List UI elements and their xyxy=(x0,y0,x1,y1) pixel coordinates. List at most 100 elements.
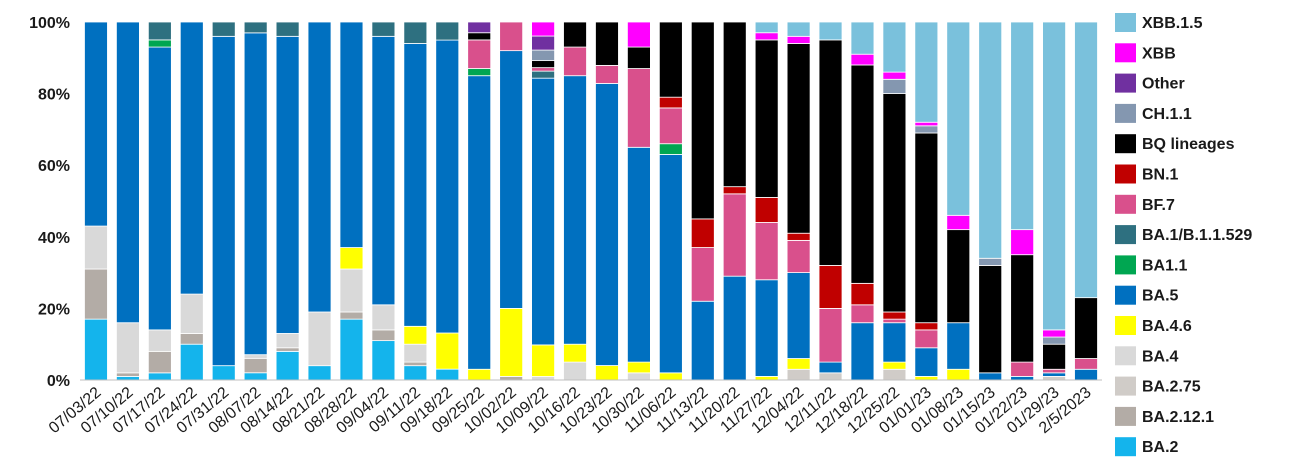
bar-segment xyxy=(179,343,204,381)
bar-segment xyxy=(179,21,204,295)
bar-segment xyxy=(882,78,907,94)
bar-segment xyxy=(531,77,555,346)
legend-label: BA.1/B.1.1.529 xyxy=(1142,227,1252,244)
bar-segment xyxy=(403,343,428,363)
bar-segment xyxy=(786,35,811,44)
bar-segment xyxy=(627,68,651,148)
bar-segment xyxy=(179,293,204,334)
bar-segment xyxy=(84,21,108,227)
bar-segment xyxy=(627,361,651,374)
bar-segment xyxy=(307,21,332,313)
bar-segment xyxy=(435,368,460,381)
bar-segment xyxy=(371,21,396,37)
legend-label: XBB.1.5 xyxy=(1142,15,1203,32)
bar-segment xyxy=(403,365,428,381)
bar-segment xyxy=(563,361,587,381)
bar-segment xyxy=(1010,361,1035,377)
legend-swatch xyxy=(1115,43,1136,63)
bar-segment xyxy=(754,32,779,41)
bar-segment xyxy=(467,75,492,370)
bar-segment xyxy=(499,21,524,52)
bar-segment xyxy=(243,354,268,359)
bar-segment xyxy=(1074,368,1098,381)
bar-segment xyxy=(116,322,140,374)
bar-segment xyxy=(531,70,555,79)
bar-segment xyxy=(563,343,587,363)
bar-segment xyxy=(786,232,811,241)
bar-segment xyxy=(722,186,747,195)
legend-label: BA.4.6 xyxy=(1142,318,1192,335)
bar-segment xyxy=(275,347,300,352)
bar-segment xyxy=(403,325,428,345)
bar-segment xyxy=(116,21,140,324)
bar-segment xyxy=(339,318,364,381)
bar-segment xyxy=(275,350,300,381)
legend-swatch xyxy=(1115,376,1136,396)
bar-segment xyxy=(850,64,875,284)
bar-segment xyxy=(243,372,268,381)
legend-label: BA.4 xyxy=(1142,348,1179,365)
bar-segment xyxy=(371,329,396,342)
bar-segment xyxy=(1074,358,1098,370)
bar-segment xyxy=(307,365,332,381)
bar-segment xyxy=(211,35,236,367)
bar-segment xyxy=(850,322,875,381)
bar-segment xyxy=(786,239,811,274)
bar-segment xyxy=(978,257,1003,266)
bar-segment xyxy=(403,21,428,44)
bar-segment xyxy=(786,272,811,359)
bar-segment xyxy=(84,318,108,381)
bar-segment xyxy=(1042,372,1066,377)
bar-segment xyxy=(339,268,364,313)
bar-segment xyxy=(786,43,811,234)
bar-segment xyxy=(658,96,683,109)
bar-segment xyxy=(1010,254,1035,363)
y-tick-label: 40% xyxy=(38,230,70,247)
bar-segment xyxy=(754,39,779,198)
bar-segment xyxy=(754,21,779,34)
bar-segment xyxy=(627,146,651,363)
bar-segment xyxy=(531,60,555,69)
bar-segment xyxy=(690,300,715,381)
bar-segment xyxy=(754,222,779,281)
bar-segment xyxy=(595,21,619,66)
legend-label: BA.2.75 xyxy=(1142,379,1201,396)
bar-segment xyxy=(467,32,492,41)
bar-segment xyxy=(722,275,747,381)
legend-label: Other xyxy=(1142,76,1185,93)
bar-segment xyxy=(116,376,140,381)
legend-swatch xyxy=(1115,73,1136,93)
bar-segment xyxy=(1042,21,1066,331)
bar-segment xyxy=(371,340,396,381)
bar-segment xyxy=(978,265,1003,374)
bar-segment xyxy=(211,21,236,37)
legend: XBB.1.5 XBB Other CH.1.1 BQ lineages BN.1 BF.7… xyxy=(1115,13,1252,457)
legend-swatch xyxy=(1115,316,1136,335)
bar-segment xyxy=(882,71,907,80)
legend-swatch xyxy=(1115,406,1136,426)
bar-segment xyxy=(371,35,396,306)
bar-segment xyxy=(818,361,843,374)
bar-segment xyxy=(786,21,811,37)
bar-segment xyxy=(690,247,715,302)
legend-label: BA.2 xyxy=(1142,439,1179,456)
bar-segment xyxy=(786,358,811,370)
y-tick-label: 20% xyxy=(38,301,70,318)
bar-segment xyxy=(147,350,172,374)
bar-segment xyxy=(339,247,364,270)
bar-segment xyxy=(147,372,172,381)
legend-swatch xyxy=(1115,164,1136,184)
legend-label: XBB xyxy=(1142,45,1176,62)
bar-segment xyxy=(914,376,939,381)
bar-segment xyxy=(882,318,907,324)
bar-segment xyxy=(627,372,651,381)
bar-segment xyxy=(1010,21,1035,231)
bar-segment xyxy=(786,368,811,381)
bar-segment xyxy=(818,265,843,309)
bar-segment xyxy=(690,218,715,248)
legend-label: BN.1 xyxy=(1142,167,1179,184)
legend-swatch xyxy=(1115,285,1136,305)
bar-segment xyxy=(658,143,683,155)
bar-segment xyxy=(275,35,300,334)
bar-segment xyxy=(435,332,460,370)
